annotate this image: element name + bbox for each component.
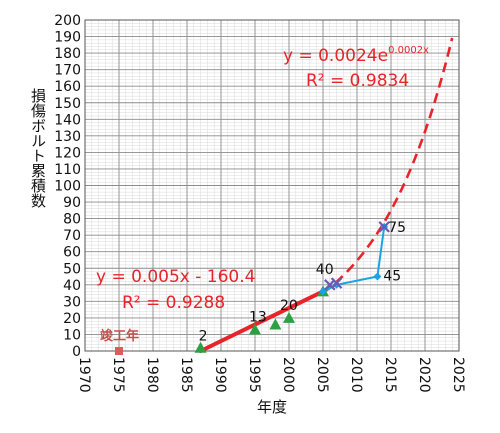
x-tick-label: 1980 bbox=[144, 357, 160, 393]
y-tick-label: 100 bbox=[54, 179, 81, 195]
x-tick-label: 1990 bbox=[212, 357, 228, 393]
triangle-point bbox=[283, 311, 295, 323]
x-mark-stroke bbox=[330, 277, 343, 289]
x-mark-stroke bbox=[324, 279, 336, 291]
y-tick-label: 10 bbox=[63, 327, 81, 343]
y-tick-label: 30 bbox=[63, 294, 81, 310]
data-label: 45 bbox=[383, 269, 401, 285]
y-tick-label: 20 bbox=[63, 311, 81, 327]
x-tick-label: 2000 bbox=[280, 357, 296, 393]
y-tick-label: 70 bbox=[63, 228, 81, 244]
y-tick-label: 60 bbox=[63, 245, 81, 261]
blue-series-line bbox=[322, 226, 386, 293]
x-axis-label: 年度 bbox=[257, 398, 287, 416]
x-mark-stroke bbox=[378, 221, 390, 233]
x-tick-labels: 1970 1975 1980 1985 1990 1995 2000 2005 2010 2015… bbox=[76, 357, 466, 393]
x-tick-label: 2020 bbox=[416, 357, 432, 393]
data-label: 40 bbox=[316, 262, 334, 278]
data-label: 75 bbox=[388, 220, 406, 236]
linear-r2: R² = 0.9288 bbox=[122, 293, 225, 313]
triangle-point bbox=[194, 341, 207, 353]
y-tick-label: 150 bbox=[54, 96, 81, 112]
x-tick-label: 1970 bbox=[76, 357, 92, 393]
y-tick-label: 50 bbox=[63, 261, 81, 277]
y-tick-label: 0 bbox=[72, 344, 81, 360]
x-tick-label: 2025 bbox=[450, 357, 466, 393]
linear-equation: y = 0.005x - 160.4 bbox=[96, 267, 255, 287]
y-tick-label: 110 bbox=[54, 162, 81, 178]
exponential-trendline bbox=[322, 37, 454, 295]
y-tick-label: 180 bbox=[54, 46, 81, 62]
exponential-r2: R² = 0.9834 bbox=[306, 71, 409, 91]
x-tick-label: 2015 bbox=[382, 357, 398, 393]
y-tick-label: 200 bbox=[54, 13, 81, 29]
x-tick-label: 2005 bbox=[314, 357, 330, 393]
completion-label: 竣工年 bbox=[100, 328, 139, 344]
y-axis-label: 損傷ボルト累積数 bbox=[29, 88, 47, 208]
y-tick-label: 170 bbox=[54, 63, 81, 79]
x-tick-label: 2010 bbox=[348, 357, 364, 393]
trendlines bbox=[198, 37, 454, 353]
y-tick-label: 190 bbox=[54, 30, 81, 46]
x-tick-label: 1975 bbox=[110, 357, 126, 393]
y-tick-label: 140 bbox=[54, 112, 81, 128]
y-tick-label: 40 bbox=[63, 278, 81, 294]
data-label: 2 bbox=[199, 329, 208, 345]
exponent: 0.0002x bbox=[388, 45, 429, 56]
series bbox=[194, 221, 390, 353]
triangle-point bbox=[249, 323, 261, 335]
y-tick-label: 130 bbox=[54, 129, 81, 145]
completion-marker bbox=[115, 347, 123, 355]
x-mark-point bbox=[330, 277, 343, 289]
x-tick-label: 1985 bbox=[178, 357, 194, 393]
x-tick-label: 1995 bbox=[246, 357, 262, 393]
plot-frame bbox=[84, 19, 460, 352]
y-tick-label: 160 bbox=[54, 79, 81, 95]
diamond-point bbox=[332, 280, 341, 289]
y-tick-label: 80 bbox=[63, 212, 81, 228]
data-label: 20 bbox=[280, 298, 298, 314]
triangle-point bbox=[269, 318, 282, 330]
annotations: 2 13 20 40 45 75 bbox=[199, 220, 406, 345]
y-tick-labels: 0102030405060708090100110120130140150160… bbox=[54, 13, 81, 360]
linear-trendline bbox=[198, 289, 325, 353]
x-mark-point bbox=[378, 221, 390, 233]
diamond-point bbox=[373, 272, 382, 281]
y-tick-label: 120 bbox=[54, 145, 81, 161]
data-label: 13 bbox=[249, 309, 267, 325]
y-tick-label: 90 bbox=[63, 195, 81, 211]
axes bbox=[84, 19, 460, 352]
